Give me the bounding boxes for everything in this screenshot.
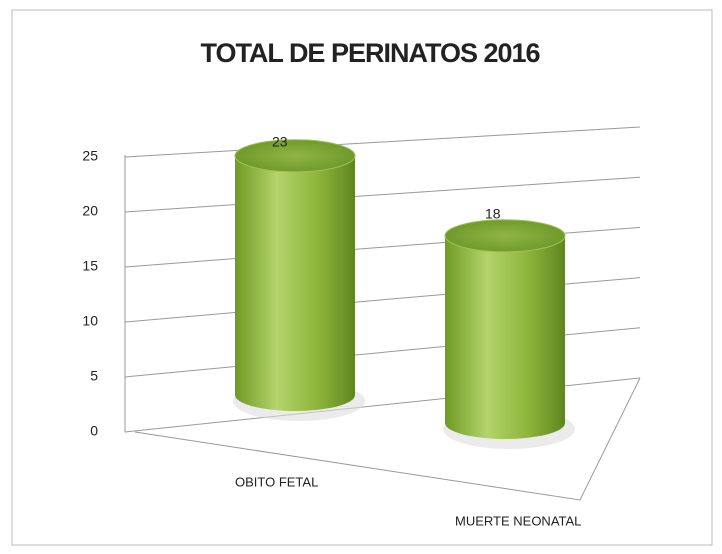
grid-line [124,176,641,213]
grid-line [124,126,641,158]
y-tick-label: 15 [82,258,98,274]
bar-part [445,235,565,439]
y-tick-label: 20 [82,203,98,219]
bar-part [234,139,356,173]
bar [443,219,575,449]
y-tick-label: 10 [82,313,98,329]
data-label: 18 [485,206,501,222]
y-tick-label: 25 [82,148,98,164]
floor-edge [134,377,641,501]
bar [233,139,365,421]
x-tick-label: OBITO FETAL [235,474,318,489]
chart-frame [11,9,713,546]
data-label: 23 [272,134,288,150]
y-tick-label: 5 [90,368,98,384]
y-tick-label: 0 [90,423,98,439]
bar-part [235,155,355,411]
bar-part [444,219,566,253]
x-tick-label: MUERTE NEONATAL [455,513,581,528]
chart-title: TOTAL DE PERINATOS 2016 [200,38,540,68]
